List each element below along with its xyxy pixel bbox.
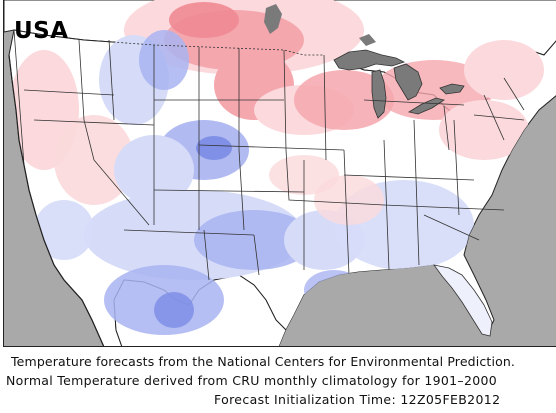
gulf-of-mexico bbox=[279, 265, 494, 346]
anomaly-warm-missouri bbox=[314, 175, 384, 225]
lake-ontario bbox=[439, 83, 465, 95]
caption-line-init-time: Forecast Initialization Time: 12Z05FEB20… bbox=[214, 392, 501, 407]
canada-lake-nipigon bbox=[359, 34, 376, 46]
state-border-19 bbox=[343, 149, 350, 276]
lake-michigan bbox=[371, 69, 387, 119]
state-border-33 bbox=[203, 229, 210, 281]
forecast-map: USA bbox=[3, 0, 556, 347]
state-border-25 bbox=[423, 214, 480, 241]
anomaly-cool-colorado-core bbox=[196, 136, 232, 160]
anomaly-cool-california-south bbox=[34, 200, 94, 260]
state-border-32 bbox=[253, 234, 260, 276]
state-border-21 bbox=[413, 119, 420, 266]
map-title: USA bbox=[14, 18, 69, 44]
us-canada-border bbox=[13, 29, 324, 56]
state-border-6 bbox=[283, 49, 287, 151]
state-border-8 bbox=[23, 89, 115, 96]
florida-land bbox=[433, 264, 493, 337]
anomaly-warm-new-england bbox=[464, 40, 544, 100]
anomaly-cool-montana-west bbox=[139, 30, 189, 90]
caption-line-source: Temperature forecasts from the National … bbox=[11, 354, 516, 369]
anomaly-cool-mexico-core bbox=[154, 292, 194, 328]
state-border-0 bbox=[13, 29, 25, 166]
anomaly-warm-wisconsin bbox=[294, 70, 394, 130]
state-border-7 bbox=[323, 54, 327, 161]
state-border-26 bbox=[363, 99, 465, 106]
lake-huron bbox=[393, 63, 423, 101]
state-border-31 bbox=[123, 229, 255, 236]
state-border-18 bbox=[285, 149, 385, 206]
caption-line-climatology: Normal Temperature derived from CRU mont… bbox=[6, 373, 497, 388]
state-border-16 bbox=[238, 149, 245, 231]
state-border-11 bbox=[198, 144, 345, 151]
state-border-30 bbox=[503, 77, 525, 111]
caption: Temperature forecasts from the National … bbox=[0, 348, 556, 413]
state-border-28 bbox=[473, 114, 525, 121]
pacific-coastline bbox=[8, 54, 105, 346]
state-border-1 bbox=[78, 39, 95, 161]
great-lakes bbox=[333, 49, 465, 119]
anomaly-warm-mid-atlantic bbox=[439, 100, 529, 160]
anomaly-cool-oklahoma-texas bbox=[194, 210, 314, 270]
state-border-29 bbox=[483, 94, 505, 141]
lake-erie bbox=[407, 97, 445, 115]
canada-lake-winnipeg bbox=[264, 4, 282, 34]
state-border-27 bbox=[443, 105, 450, 151]
state-border-15 bbox=[153, 189, 305, 193]
anomaly-warm-montana-border bbox=[169, 2, 239, 38]
map-canvas bbox=[4, 0, 556, 346]
state-border-2 bbox=[108, 39, 115, 121]
lake-superior bbox=[333, 49, 406, 71]
state-borders bbox=[13, 29, 525, 281]
state-border-23 bbox=[343, 174, 475, 181]
state-border-24 bbox=[383, 204, 505, 211]
state-border-9 bbox=[33, 119, 155, 126]
state-border-22 bbox=[453, 119, 460, 216]
state-border-13 bbox=[93, 159, 150, 226]
